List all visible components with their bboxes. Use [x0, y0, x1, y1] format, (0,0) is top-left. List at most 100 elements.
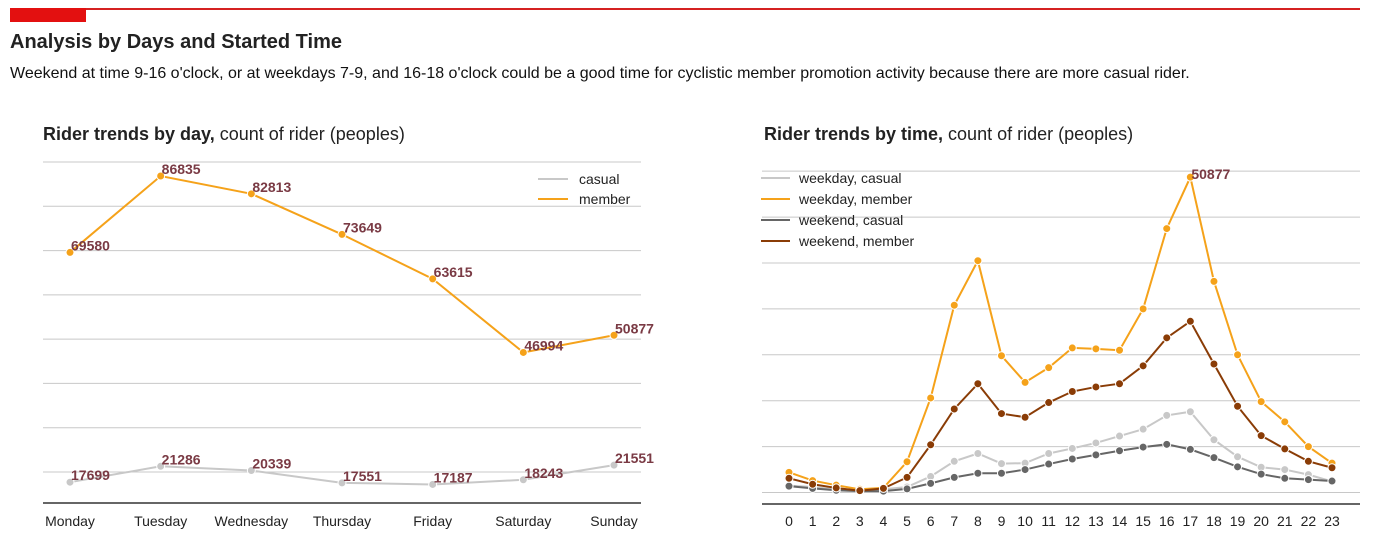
point-weekday-casual	[1233, 452, 1243, 462]
x-tick-label: 14	[1112, 513, 1128, 529]
x-tick-label: 0	[785, 513, 793, 529]
data-label-casual: 21286	[162, 451, 201, 467]
chart-by-time: Rider trends by time, count of rider (pe…	[761, 124, 1360, 529]
legend-label-weekend-casual: weekend, casual	[798, 212, 903, 228]
point-weekend-member	[973, 379, 983, 389]
point-weekend-casual	[902, 484, 912, 494]
point-weekend-member	[1020, 412, 1030, 422]
point-weekend-member	[996, 409, 1006, 419]
point-weekend-casual	[1303, 475, 1313, 485]
x-tick-label: Friday	[413, 513, 452, 529]
data-label-member: 86835	[162, 161, 201, 177]
x-tick-label: 9	[998, 513, 1006, 529]
point-weekday-member	[1115, 345, 1125, 355]
point-member	[518, 347, 528, 357]
x-tick-label: 17	[1183, 513, 1199, 529]
point-member	[246, 189, 256, 199]
point-weekday-casual	[1185, 407, 1195, 417]
point-weekend-casual	[1044, 459, 1054, 469]
point-weekend-casual	[1138, 442, 1148, 452]
chart-by-day-title-rest: count of rider (peoples)	[215, 124, 405, 144]
point-casual	[518, 475, 528, 485]
point-casual	[428, 479, 438, 489]
data-label-casual: 17551	[343, 468, 382, 484]
legend-label-member: member	[579, 191, 631, 207]
data-label-casual: 18243	[524, 465, 563, 481]
data-label-member: 63615	[434, 264, 473, 280]
page-title: Analysis by Days and Started Time	[10, 31, 342, 53]
chart-by-time-title-rest: count of rider (peoples)	[943, 124, 1133, 144]
point-weekday-member	[1138, 304, 1148, 314]
x-tick-label: 16	[1159, 513, 1175, 529]
point-weekday-member	[1280, 417, 1290, 427]
data-label-member: 46994	[524, 337, 563, 353]
point-weekend-member	[902, 472, 912, 482]
x-tick-label: Tuesday	[134, 513, 187, 529]
point-weekend-member	[1233, 401, 1243, 411]
point-weekday-member	[996, 351, 1006, 361]
point-member	[609, 330, 619, 340]
point-weekend-member	[1185, 316, 1195, 326]
chart-by-day-legend: casual member	[538, 171, 631, 207]
x-tick-label: 7	[950, 513, 958, 529]
point-weekend-member	[1280, 444, 1290, 454]
point-weekend-casual	[1256, 469, 1266, 479]
x-tick-label: Wednesday	[214, 513, 288, 529]
x-tick-label: 12	[1065, 513, 1081, 529]
point-weekend-member	[808, 479, 818, 489]
data-label-casual: 17699	[71, 467, 110, 483]
chart-by-day-points	[65, 171, 619, 489]
x-tick-label: 23	[1324, 513, 1340, 529]
series-line-member	[69, 174, 615, 354]
x-tick-label: 15	[1135, 513, 1151, 529]
point-casual	[156, 461, 166, 471]
x-tick-label: 8	[974, 513, 982, 529]
x-tick-label: Thursday	[313, 513, 371, 529]
top-accent-line	[10, 8, 1360, 10]
point-weekend-member	[855, 486, 865, 496]
chart-by-time-points	[784, 172, 1337, 496]
point-weekend-member	[1138, 361, 1148, 371]
point-weekend-casual	[1067, 454, 1077, 464]
point-member	[156, 171, 166, 181]
chart-by-day-data-labels: 17699 21286 20339 17551 17187 18243 21551 69580…	[71, 161, 654, 485]
point-weekend-casual	[949, 472, 959, 482]
point-weekend-casual	[926, 478, 936, 488]
point-weekend-member	[831, 483, 841, 493]
point-weekend-casual	[1233, 462, 1243, 472]
point-weekend-casual	[973, 468, 983, 478]
chart-by-day: Rider trends by day, count of rider (peo…	[43, 124, 654, 529]
point-weekend-casual	[1280, 473, 1290, 483]
point-weekend-casual	[1209, 453, 1219, 463]
data-label-member: 82813	[252, 179, 291, 195]
point-weekday-member	[902, 457, 912, 467]
point-weekday-member	[1020, 377, 1030, 387]
point-weekday-member	[1209, 276, 1219, 286]
point-weekday-member	[973, 256, 983, 266]
point-weekend-casual	[1327, 476, 1337, 486]
point-weekday-casual	[996, 459, 1006, 469]
x-tick-label: 3	[856, 513, 864, 529]
page-subtitle: Weekend at time 9-16 o'clock, or at week…	[10, 65, 1190, 82]
point-weekday-member	[949, 300, 959, 310]
point-weekday-member	[1091, 344, 1101, 354]
point-weekday-member	[1256, 397, 1266, 407]
point-member	[337, 229, 347, 239]
x-tick-label: 13	[1088, 513, 1104, 529]
x-tick-label: Monday	[45, 513, 95, 529]
x-tick-label: Sunday	[590, 513, 637, 529]
chart-by-day-lines	[69, 174, 615, 486]
point-member	[65, 247, 75, 257]
point-weekday-casual	[1280, 465, 1290, 475]
data-label-member: 69580	[71, 237, 110, 253]
point-weekend-member	[926, 440, 936, 450]
point-weekend-member	[878, 483, 888, 493]
data-label-member: 50877	[615, 320, 654, 336]
point-weekend-member	[1091, 382, 1101, 392]
point-weekday-casual	[1162, 410, 1172, 420]
point-weekday-casual	[1091, 438, 1101, 448]
chart-by-time-data-labels: 50877	[1191, 166, 1230, 182]
x-tick-label: 22	[1301, 513, 1317, 529]
point-weekend-casual	[1020, 465, 1030, 475]
x-tick-label: 2	[832, 513, 840, 529]
